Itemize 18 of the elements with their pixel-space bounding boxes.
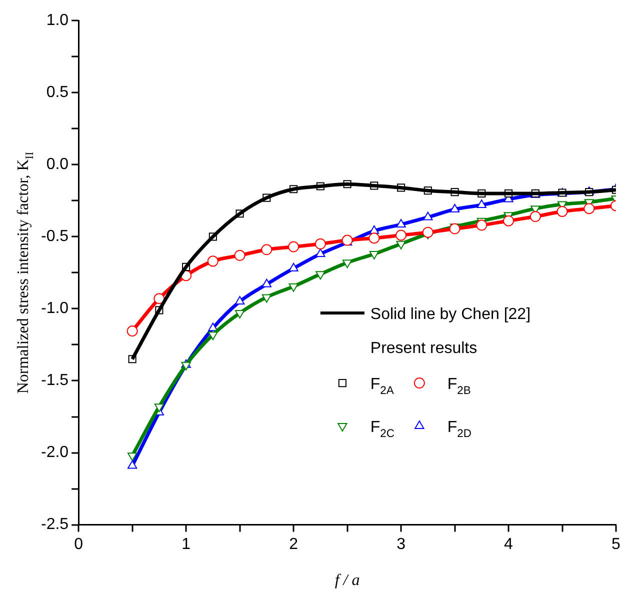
- legend-title: Present results: [370, 340, 478, 358]
- y-tick-label: 1.0: [46, 12, 69, 30]
- y-tick-label: -2.0: [40, 444, 69, 462]
- y-tick-label: -2.5: [40, 516, 69, 534]
- x-axis-title: f / a: [334, 572, 360, 589]
- x-tick-label: 3: [396, 536, 406, 553]
- x-tick-label: 5: [612, 536, 621, 553]
- y-tick-label: -0.5: [40, 228, 69, 246]
- y-tick-label: -1.5: [40, 372, 69, 390]
- x-tick-label: 0: [74, 536, 84, 553]
- x-tick-label: 1: [182, 536, 191, 553]
- x-tick-label: 2: [289, 536, 298, 553]
- y-axis-title: Normalized stress intensity factor, KII: [15, 151, 36, 394]
- y-tick-label: 0.5: [46, 84, 69, 102]
- y-tick-label: 0.0: [46, 156, 69, 174]
- y-tick-label: -1.0: [40, 300, 69, 318]
- legend-label: Solid line by Chen [22]: [370, 306, 531, 324]
- x-tick-label: 4: [504, 536, 514, 553]
